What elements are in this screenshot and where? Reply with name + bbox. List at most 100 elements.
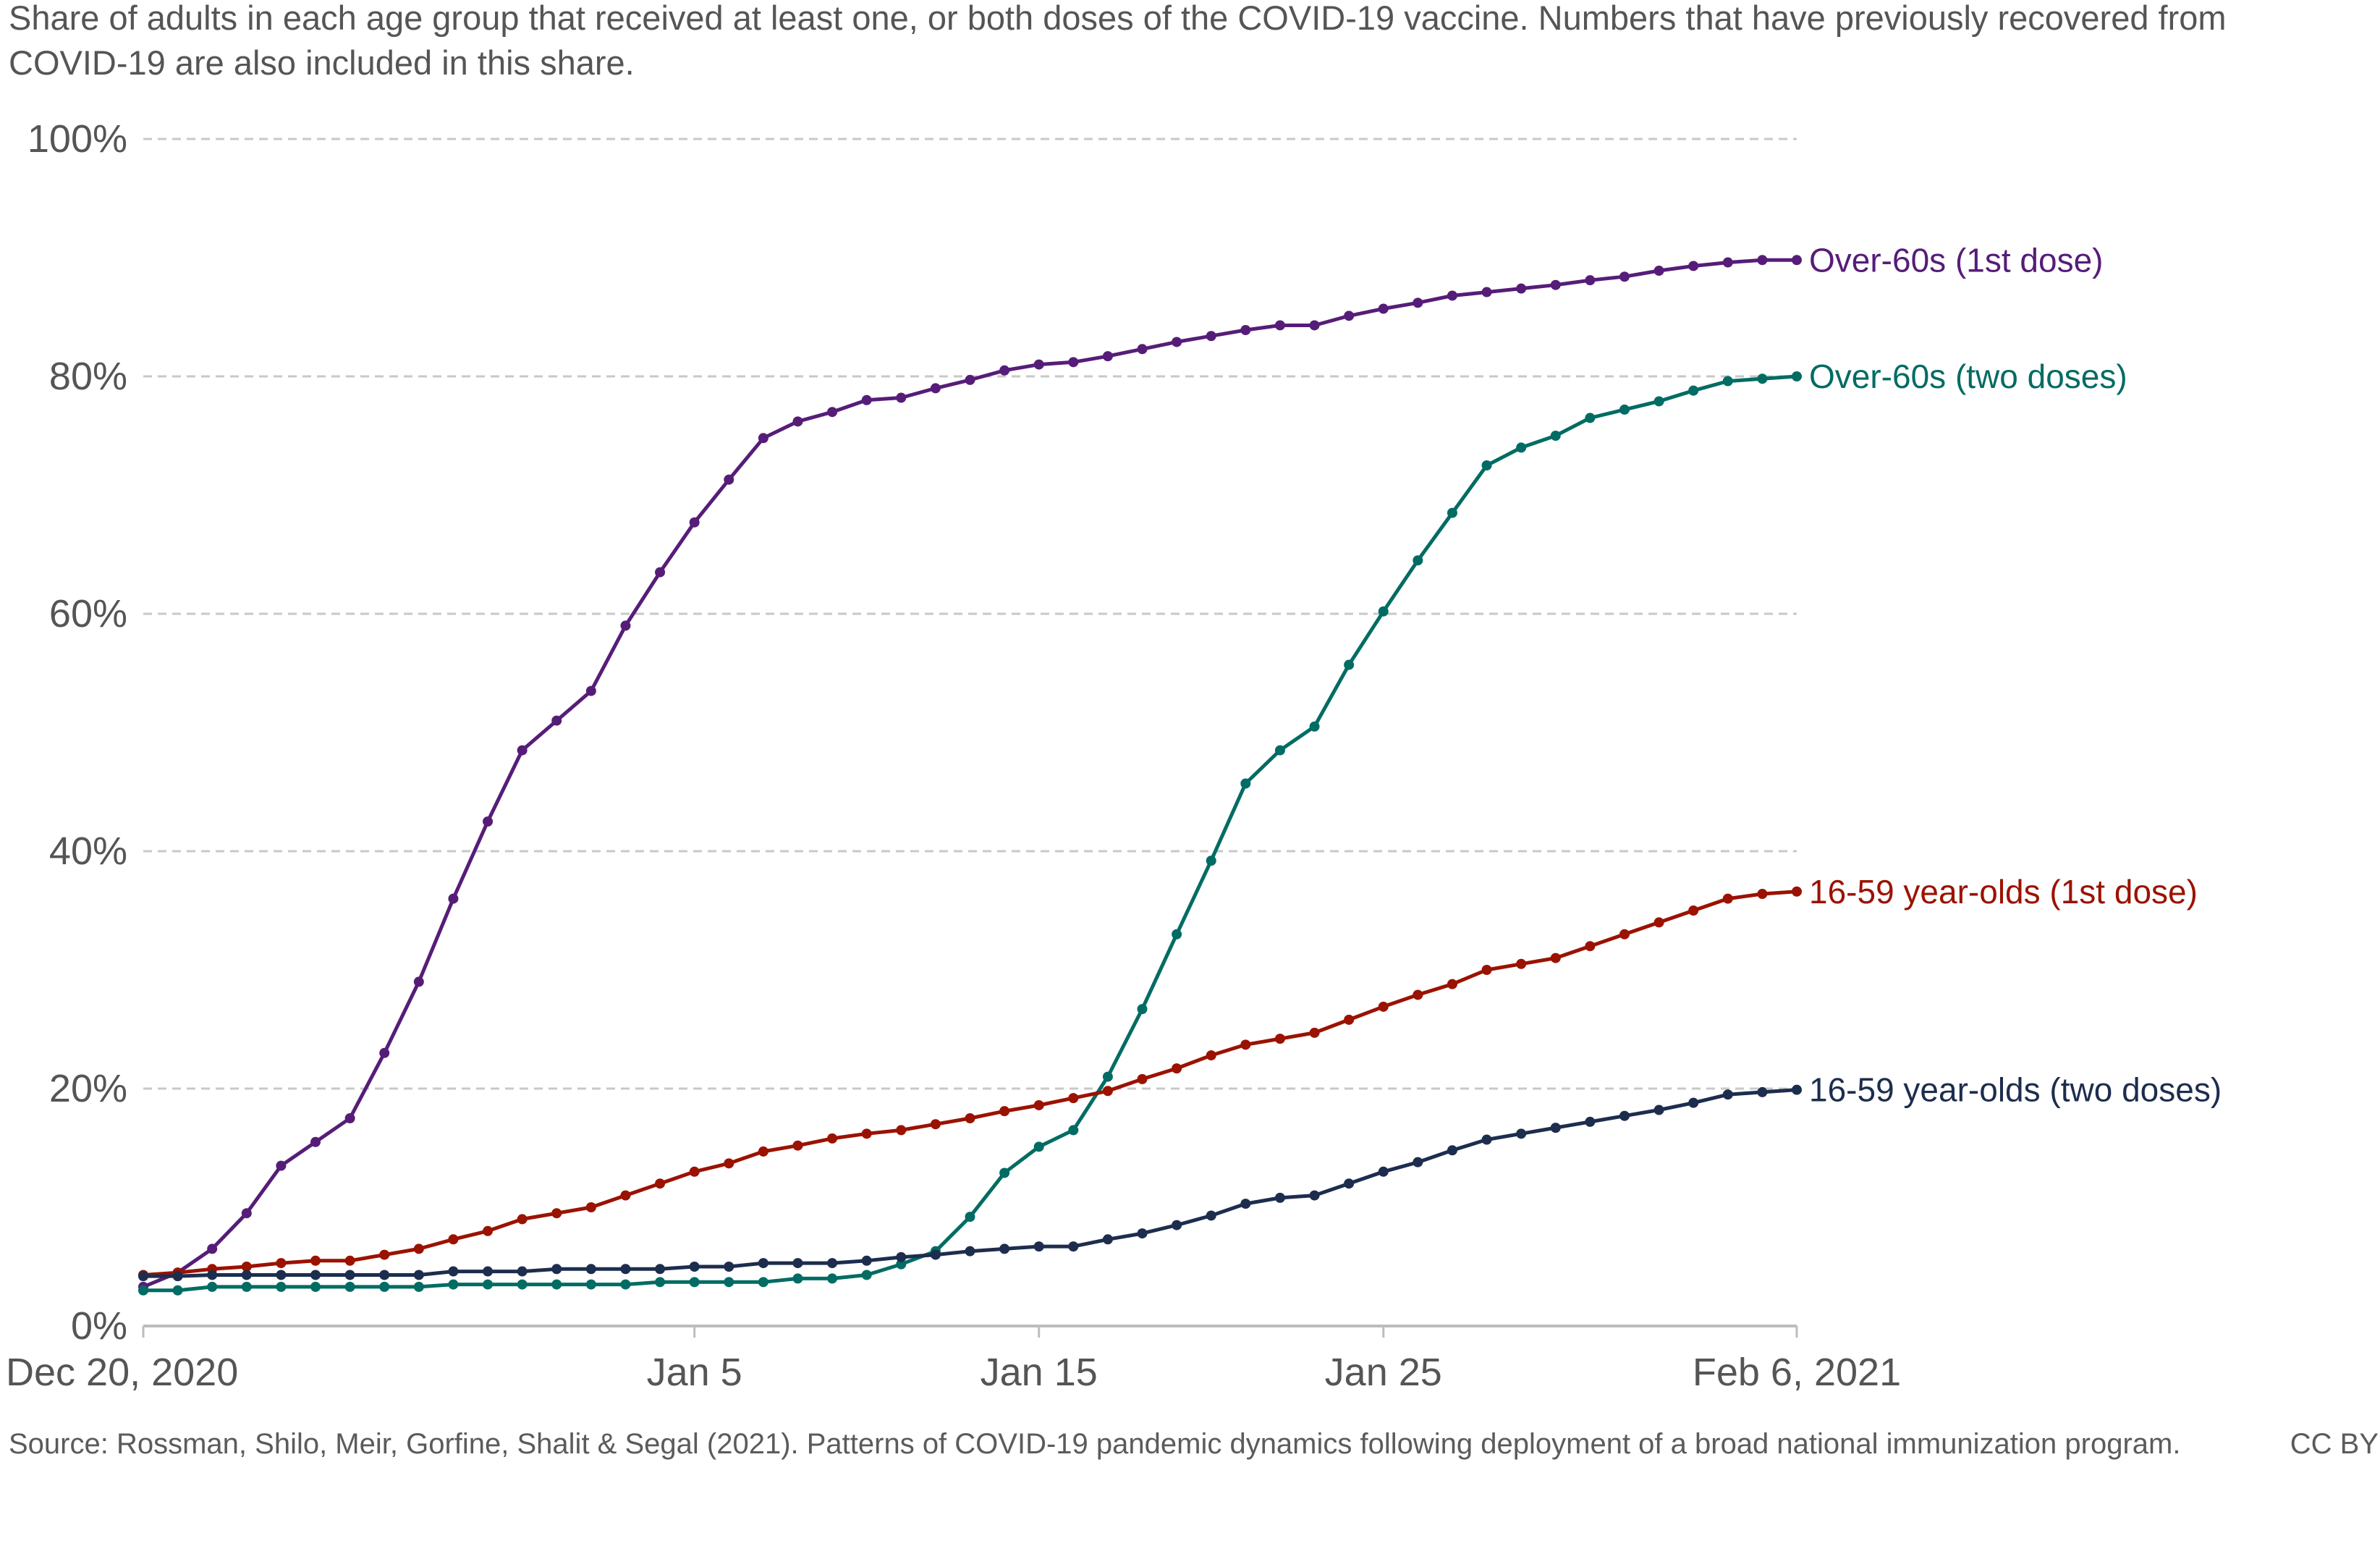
data-point[interactable] bbox=[1447, 507, 1457, 518]
data-point[interactable] bbox=[792, 1273, 803, 1284]
data-point[interactable] bbox=[1757, 1086, 1768, 1097]
data-point[interactable] bbox=[965, 1113, 975, 1123]
data-point[interactable] bbox=[1102, 1234, 1113, 1245]
data-point[interactable] bbox=[1068, 1241, 1079, 1252]
data-point[interactable] bbox=[1172, 929, 1182, 939]
data-point[interactable] bbox=[1033, 1099, 1044, 1110]
data-point[interactable] bbox=[1137, 1073, 1148, 1084]
data-point[interactable] bbox=[483, 1225, 494, 1236]
data-point[interactable] bbox=[655, 567, 666, 578]
data-point[interactable] bbox=[1653, 917, 1664, 928]
data-point[interactable] bbox=[310, 1281, 321, 1292]
data-point[interactable] bbox=[241, 1270, 252, 1280]
data-point[interactable] bbox=[724, 474, 734, 485]
data-point[interactable] bbox=[1033, 359, 1044, 370]
data-point[interactable] bbox=[930, 1119, 941, 1130]
data-point[interactable] bbox=[1240, 778, 1251, 789]
data-point[interactable] bbox=[861, 394, 872, 405]
data-point[interactable] bbox=[344, 1270, 355, 1280]
data-point[interactable] bbox=[448, 1266, 459, 1277]
data-point[interactable] bbox=[1137, 1228, 1148, 1239]
data-point[interactable] bbox=[207, 1270, 218, 1280]
data-point[interactable] bbox=[1619, 404, 1630, 415]
data-point[interactable] bbox=[517, 1266, 528, 1277]
data-point[interactable] bbox=[689, 1277, 700, 1288]
data-point[interactable] bbox=[792, 1258, 803, 1269]
data-point[interactable] bbox=[655, 1264, 666, 1275]
data-point[interactable] bbox=[1102, 1071, 1113, 1082]
data-point[interactable] bbox=[448, 1279, 459, 1290]
data-point[interactable] bbox=[861, 1255, 872, 1266]
data-point[interactable] bbox=[276, 1270, 287, 1280]
data-point[interactable] bbox=[1413, 1157, 1423, 1167]
data-point[interactable] bbox=[620, 620, 631, 631]
data-point[interactable] bbox=[344, 1281, 355, 1292]
data-point[interactable] bbox=[827, 1133, 838, 1144]
data-point[interactable] bbox=[1688, 905, 1699, 916]
data-point[interactable] bbox=[1172, 1220, 1182, 1230]
data-point[interactable] bbox=[655, 1277, 666, 1288]
data-point[interactable] bbox=[1550, 431, 1561, 441]
data-point[interactable] bbox=[1688, 1097, 1699, 1108]
data-point[interactable] bbox=[999, 365, 1010, 376]
data-point[interactable] bbox=[861, 1128, 872, 1139]
data-point[interactable] bbox=[1344, 311, 1355, 321]
data-point[interactable] bbox=[1550, 279, 1561, 290]
data-point[interactable] bbox=[517, 1214, 528, 1225]
data-point[interactable] bbox=[1722, 257, 1733, 268]
data-point[interactable] bbox=[585, 1202, 596, 1212]
data-point[interactable] bbox=[413, 976, 424, 987]
data-point[interactable] bbox=[172, 1271, 183, 1282]
data-point[interactable] bbox=[827, 407, 838, 418]
data-point[interactable] bbox=[1344, 1178, 1355, 1189]
data-point[interactable] bbox=[413, 1281, 424, 1292]
data-point[interactable] bbox=[689, 517, 700, 528]
data-point[interactable] bbox=[344, 1113, 355, 1123]
data-point[interactable] bbox=[930, 383, 941, 394]
data-point[interactable] bbox=[1792, 255, 1802, 266]
data-point[interactable] bbox=[413, 1243, 424, 1254]
data-point[interactable] bbox=[1481, 460, 1492, 470]
data-point[interactable] bbox=[758, 433, 768, 444]
data-point[interactable] bbox=[792, 1140, 803, 1151]
data-point[interactable] bbox=[689, 1262, 700, 1272]
data-point[interactable] bbox=[1033, 1141, 1044, 1152]
data-point[interactable] bbox=[1068, 357, 1079, 368]
data-point[interactable] bbox=[379, 1249, 390, 1260]
data-point[interactable] bbox=[276, 1258, 287, 1269]
data-point[interactable] bbox=[1378, 1166, 1389, 1177]
data-point[interactable] bbox=[1309, 721, 1320, 732]
data-point[interactable] bbox=[1274, 1034, 1285, 1044]
data-point[interactable] bbox=[1240, 1199, 1251, 1209]
data-point[interactable] bbox=[138, 1271, 148, 1282]
data-point[interactable] bbox=[1722, 893, 1733, 904]
data-point[interactable] bbox=[965, 1246, 975, 1257]
data-point[interactable] bbox=[930, 1249, 941, 1260]
data-point[interactable] bbox=[1344, 659, 1355, 670]
data-point[interactable] bbox=[1688, 261, 1699, 271]
data-point[interactable] bbox=[1792, 371, 1802, 381]
data-point[interactable] bbox=[1068, 1125, 1079, 1136]
data-point[interactable] bbox=[1413, 989, 1423, 1000]
data-point[interactable] bbox=[724, 1262, 734, 1272]
data-point[interactable] bbox=[207, 1281, 218, 1292]
data-point[interactable] bbox=[585, 685, 596, 696]
data-point[interactable] bbox=[483, 816, 494, 827]
data-point[interactable] bbox=[758, 1277, 768, 1288]
data-point[interactable] bbox=[965, 374, 975, 385]
data-point[interactable] bbox=[620, 1264, 631, 1275]
data-point[interactable] bbox=[1585, 941, 1596, 952]
data-point[interactable] bbox=[585, 1279, 596, 1290]
data-point[interactable] bbox=[310, 1136, 321, 1147]
data-point[interactable] bbox=[1274, 1192, 1285, 1203]
data-point[interactable] bbox=[896, 1125, 907, 1136]
data-point[interactable] bbox=[1240, 1039, 1251, 1050]
data-point[interactable] bbox=[1585, 413, 1596, 423]
data-point[interactable] bbox=[1344, 1014, 1355, 1025]
data-point[interactable] bbox=[1757, 255, 1768, 266]
data-point[interactable] bbox=[620, 1190, 631, 1201]
data-point[interactable] bbox=[1309, 1190, 1320, 1201]
data-point[interactable] bbox=[1585, 1116, 1596, 1127]
data-point[interactable] bbox=[1550, 953, 1561, 963]
data-point[interactable] bbox=[585, 1264, 596, 1275]
